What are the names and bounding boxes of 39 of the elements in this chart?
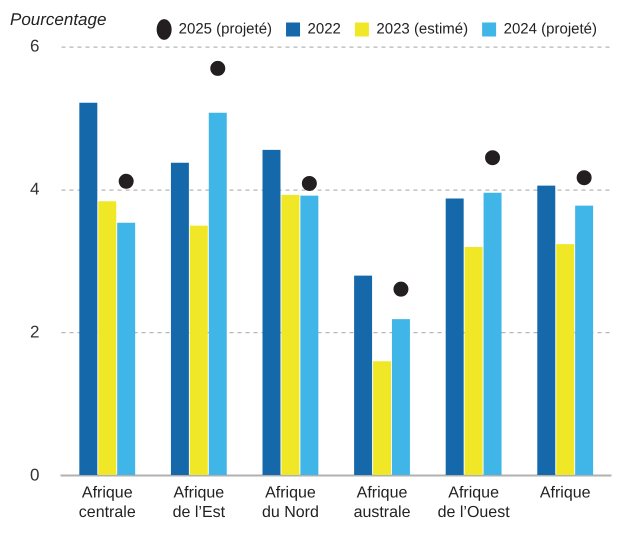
bar	[170, 162, 189, 475]
bar	[281, 194, 300, 475]
point	[485, 150, 500, 166]
y-axis-title: Pourcentage	[10, 10, 106, 30]
bar	[556, 244, 574, 475]
y-tick-label: 2	[30, 322, 40, 342]
y-tick-label: 6	[30, 36, 40, 56]
bar	[79, 102, 98, 475]
x-tick-label: Afrique	[540, 484, 591, 502]
bar	[98, 201, 116, 475]
y-tick-label: 0	[30, 465, 40, 484]
legend-label: 2024 (projeté)	[504, 20, 598, 38]
bar	[464, 247, 483, 475]
bar	[392, 319, 410, 475]
x-tick-label: Afrique australe	[354, 484, 411, 521]
bar	[117, 222, 136, 475]
bar	[300, 196, 318, 475]
point	[210, 60, 226, 76]
bar	[575, 206, 594, 475]
legend-label: 2025 (projeté)	[178, 20, 272, 38]
point	[118, 174, 134, 189]
bar	[373, 361, 392, 475]
legend-label: 2023 (estimé)	[376, 20, 468, 38]
bar	[537, 186, 556, 475]
x-tick-label: Afrique de l’Est	[172, 484, 226, 521]
bar	[484, 192, 502, 475]
legend-label: 2022	[308, 20, 341, 38]
bar	[208, 112, 227, 475]
bar	[446, 198, 464, 475]
point	[576, 170, 592, 186]
bar	[190, 226, 208, 475]
point	[302, 176, 317, 191]
x-tick-label: Afrique centrale	[78, 484, 136, 521]
y-tick-label: 4	[30, 180, 40, 199]
bar	[354, 276, 372, 475]
x-tick-label: Afrique du Nord	[262, 484, 319, 521]
bar	[262, 150, 280, 475]
point	[393, 282, 408, 297]
x-tick-label: Afrique de l’Ouest	[438, 484, 510, 521]
